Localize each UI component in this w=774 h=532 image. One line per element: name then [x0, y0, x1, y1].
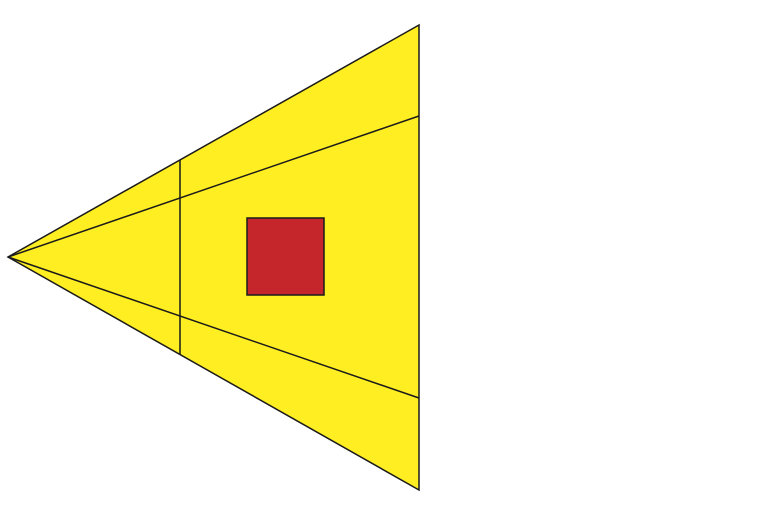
triangle-cone: [6, 23, 420, 492]
inner-ray-upper: [7, 115, 420, 258]
inner-ray-lower: [7, 256, 420, 399]
red-square: [246, 217, 325, 296]
